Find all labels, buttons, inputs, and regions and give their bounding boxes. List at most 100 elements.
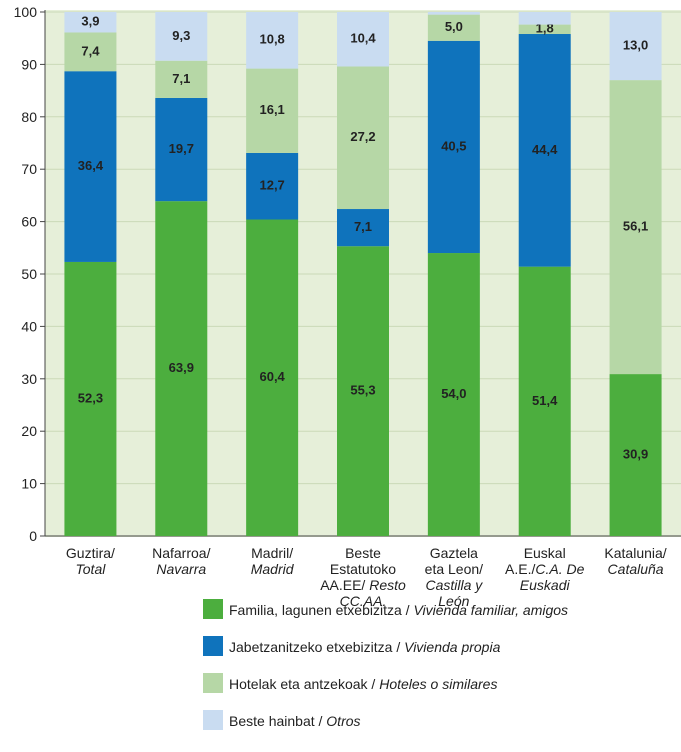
bar-segment xyxy=(64,71,117,262)
y-tick-label: 20 xyxy=(21,423,37,439)
value-label: 3,9 xyxy=(81,14,99,29)
bar-segment xyxy=(246,68,299,153)
legend-label-part: Beste hainbat / xyxy=(229,713,326,729)
legend-label: Familia, lagunen etxebizitza / Vivienda … xyxy=(229,602,568,618)
value-label: 7,1 xyxy=(354,219,372,234)
value-label: 7,4 xyxy=(81,43,100,58)
bar-segment xyxy=(337,66,389,210)
value-label: 40,5 xyxy=(441,138,466,153)
value-label: 9,3 xyxy=(172,28,190,43)
bar-segment xyxy=(337,246,389,536)
bar-segment xyxy=(518,24,571,35)
x-tick-label: Beste Estatutoko AA.EE/ Resto CC.AA. xyxy=(320,545,406,609)
legend-label-part: Vivienda propia xyxy=(404,639,500,655)
x-tick-label-part: Cataluña xyxy=(608,561,664,577)
value-label: 30,9 xyxy=(623,446,648,461)
value-label: 10,4 xyxy=(350,31,376,46)
legend-label-part: Jabetzanitzeko etxebizitza / xyxy=(229,639,404,655)
bar-segment xyxy=(518,34,571,267)
value-label: 54,0 xyxy=(441,386,466,401)
value-label: 36,4 xyxy=(78,158,104,173)
y-tick-label: 100 xyxy=(14,4,38,20)
bar-segment xyxy=(609,80,662,375)
legend-swatch xyxy=(203,673,223,693)
y-tick-label: 10 xyxy=(21,476,37,492)
y-tick-label: 0 xyxy=(29,528,37,544)
bar-segment xyxy=(518,12,571,25)
bar-segment xyxy=(155,60,208,98)
legend-label-part: Hoteles o similares xyxy=(379,676,497,692)
x-tick-label-part: C.A. De xyxy=(535,561,584,577)
bar-segment xyxy=(155,201,208,536)
y-tick-label: 40 xyxy=(21,318,37,334)
legend-label: Hotelak eta antzekoak / Hoteles o simila… xyxy=(229,676,497,692)
legend-label: Jabetzanitzeko etxebizitza / Vivienda pr… xyxy=(229,639,501,655)
x-tick-label-part: Guztira/ xyxy=(66,545,115,561)
x-tick-label-part: AA.EE/ xyxy=(320,577,369,593)
x-tick-label-part: Beste xyxy=(345,545,381,561)
value-label: 56,1 xyxy=(623,219,648,234)
x-tick-label-part: Nafarroa/ xyxy=(152,545,210,561)
value-label: 55,3 xyxy=(350,383,375,398)
bar-segment xyxy=(427,12,480,15)
legend-swatch xyxy=(203,710,223,730)
x-tick-label: Euskal A.E./C.A. De Euskadi xyxy=(505,545,585,593)
bar-segment xyxy=(246,219,299,536)
y-tick-label: 70 xyxy=(21,161,37,177)
legend-label-part: Vivienda familiar, amigos xyxy=(413,602,568,618)
x-tick-label-part: Madril/ xyxy=(251,545,293,561)
x-tick-label-part: CC.AA. xyxy=(340,593,387,609)
value-label: 51,4 xyxy=(532,393,558,408)
bar-segment xyxy=(337,209,389,247)
value-label: 52,3 xyxy=(78,390,103,405)
bar-segment xyxy=(155,12,208,61)
bar-segment xyxy=(609,374,662,536)
x-tick-label-part: León xyxy=(438,593,469,609)
y-tick-label: 80 xyxy=(21,109,37,125)
x-tick-label-part: Gaztela xyxy=(430,545,478,561)
x-tick-label-part: Madrid xyxy=(251,561,295,577)
bar-segment xyxy=(64,261,117,536)
x-tick-label-part: A.E./ xyxy=(505,561,535,577)
x-tick-label-part: eta Leon/ xyxy=(425,561,483,577)
bar-segment xyxy=(246,152,299,220)
bar-segment xyxy=(337,12,389,67)
x-tick-label-part: Euskadi xyxy=(520,577,571,593)
x-tick-label: Guztira/Total xyxy=(66,545,115,577)
y-tick-label: 50 xyxy=(21,266,37,282)
legend-swatch xyxy=(203,599,223,619)
legend-swatch xyxy=(203,636,223,656)
bar-segment xyxy=(427,14,480,41)
bar-segment xyxy=(155,97,208,202)
value-label: 16,1 xyxy=(259,102,284,117)
x-tick-label-part: Total xyxy=(76,561,107,577)
value-label: 60,4 xyxy=(259,369,285,384)
legend-label-part: Familia, lagunen etxebizitza / xyxy=(229,602,413,618)
y-tick-label: 60 xyxy=(21,214,37,230)
value-label: 5,0 xyxy=(445,19,463,34)
bar-segment xyxy=(427,40,480,254)
bar-segment xyxy=(246,12,299,69)
legend-label-part: Hotelak eta antzekoak / xyxy=(229,676,379,692)
x-tick-label-part: Resto xyxy=(369,577,406,593)
value-label: 19,7 xyxy=(169,141,194,156)
y-tick-label: 90 xyxy=(21,56,37,72)
x-tick-label: Katalunia/Cataluña xyxy=(604,545,666,577)
value-label: 13,0 xyxy=(623,37,648,52)
value-label: 12,7 xyxy=(259,178,284,193)
x-tick-label-part: Estatutoko xyxy=(330,561,396,577)
y-tick-label: 30 xyxy=(21,371,37,387)
bar-segment xyxy=(518,266,571,536)
value-label: 10,8 xyxy=(259,32,284,47)
bar-segment xyxy=(609,12,662,81)
bar-segment xyxy=(427,253,480,537)
x-tick-label-part: Navarra xyxy=(156,561,206,577)
x-tick-label-part: Euskal xyxy=(524,545,566,561)
legend-label-part: Otros xyxy=(326,713,360,729)
x-tick-label: Nafarroa/Navarra xyxy=(152,545,210,577)
bar-segment xyxy=(64,32,117,72)
x-tick-label: Madril/Madrid xyxy=(251,545,295,577)
x-tick-label-part: Katalunia/ xyxy=(604,545,666,561)
bar-segment xyxy=(64,12,117,33)
